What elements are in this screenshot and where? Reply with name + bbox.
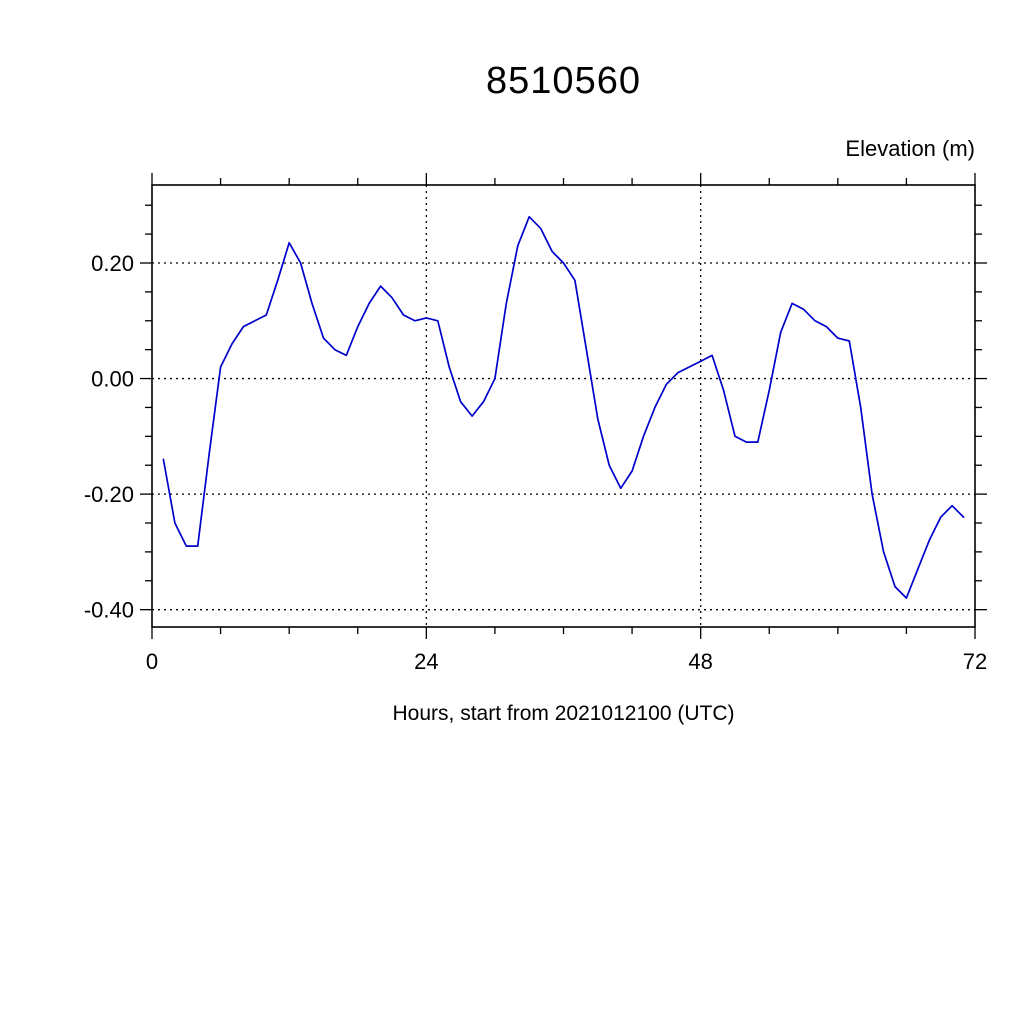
plot-frame (151, 184, 976, 628)
y-tick-label: -0.20 (84, 482, 134, 507)
y-axis-title: Elevation (m) (845, 136, 975, 161)
chart-title: 8510560 (486, 60, 641, 102)
x-axis-title: Hours, start from 2021012100 (UTC) (392, 702, 735, 725)
y-tick-label: 0.00 (91, 367, 134, 392)
x-tick-label: 72 (963, 649, 987, 674)
x-tick-label: 48 (688, 649, 712, 674)
elevation-line (162, 215, 965, 599)
x-tick-label: 24 (414, 649, 438, 674)
y-tick-label: 0.20 (91, 251, 134, 276)
y-tick-label: -0.40 (84, 598, 134, 623)
x-tick-label: 0 (146, 649, 158, 674)
